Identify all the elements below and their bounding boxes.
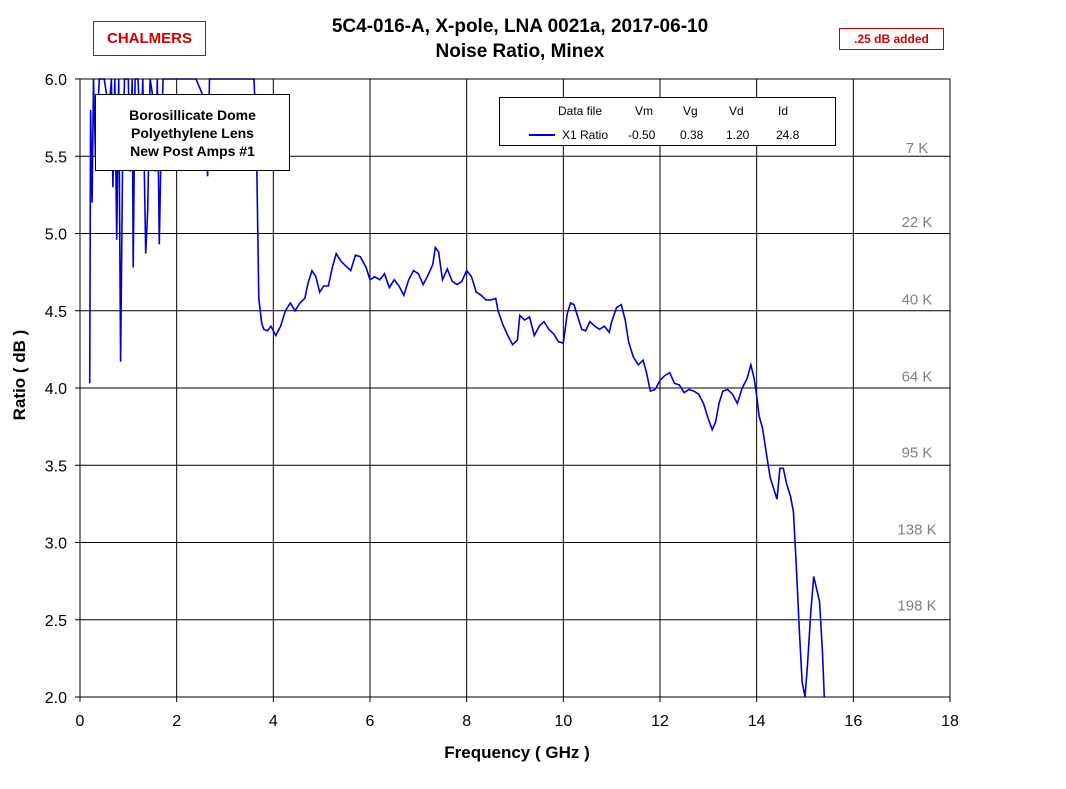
legend-header-vg: Vg	[683, 104, 698, 118]
series-line-x1-ratio	[88, 78, 826, 698]
note-line: Polyethylene Lens	[131, 125, 254, 141]
temperature-labels: 7 K 22 K 40 K 64 K 95 K 138 K 198 K	[897, 140, 936, 614]
note-line: Borosillicate Dome	[129, 107, 256, 123]
legend-id-value: 24.8	[776, 128, 800, 142]
temperature-label: 138 K	[897, 522, 936, 539]
legend-header-vd: Vd	[729, 104, 744, 118]
legend-header-vm: Vm	[635, 104, 653, 118]
y-tick-label: 5.0	[45, 227, 67, 244]
legend-vg-value: 0.38	[680, 128, 704, 142]
x-tick-label: 4	[269, 713, 278, 730]
legend-vd-value: 1.20	[726, 128, 750, 142]
legend-line-swatch	[529, 134, 555, 136]
x-tick-label: 0	[76, 713, 85, 730]
x-tick-label: 6	[366, 713, 375, 730]
legend-header-datafile: Data file	[558, 104, 603, 118]
x-tick-label: 18	[941, 713, 959, 730]
temperature-label: 22 K	[902, 214, 933, 231]
legend-series-name: X1 Ratio	[562, 128, 609, 142]
y-tick-label: 5.5	[45, 149, 67, 166]
x-tick-label: 10	[554, 713, 572, 730]
chart-title: 5C4-016-A, X-pole, LNA 0021a, 2017-06-10	[331, 16, 709, 37]
temperature-label: 64 K	[902, 369, 933, 386]
note-line: New Post Amps #1	[130, 143, 255, 159]
y-tick-label: 3.0	[45, 536, 67, 553]
y-tick-label: 2.5	[45, 613, 67, 630]
y-tick-label: 4.0	[45, 381, 67, 398]
legend-vm-value: -0.50	[628, 128, 656, 142]
y-tick-label: 6.0	[45, 72, 67, 89]
x-axis-ticks: 0 2 4 6 8 10 12 14 16 18	[76, 697, 959, 730]
legend-header-id: Id	[778, 104, 789, 118]
chart-subtitle: Noise Ratio, Minex	[435, 41, 605, 62]
temperature-label: 40 K	[902, 291, 933, 308]
y-tick-label: 4.5	[45, 304, 67, 321]
y-tick-label: 3.5	[45, 458, 67, 475]
x-tick-label: 2	[172, 713, 181, 730]
x-tick-label: 12	[651, 713, 669, 730]
temperature-label: 198 K	[897, 597, 936, 614]
legend-box: Data file Vm Vg Vd Id X1 Ratio -0.50 0.3…	[499, 97, 836, 146]
chalmers-badge: CHALMERS	[93, 21, 206, 56]
y-axis-ticks: 2.0 2.5 3.0 3.5 4.0 4.5 5.0 5.5 6.0	[45, 72, 80, 707]
temperature-label: 95 K	[902, 444, 933, 461]
temperature-label: 7 K	[906, 140, 929, 157]
db-added-badge: .25 dB added	[839, 28, 944, 50]
y-tick-label: 2.0	[45, 690, 67, 707]
x-tick-label: 14	[748, 713, 766, 730]
setup-note-box: Borosillicate Dome Polyethylene Lens New…	[95, 94, 290, 171]
y-axis-label: Ratio ( dB )	[10, 329, 29, 421]
x-axis-label: Frequency ( GHz )	[444, 743, 590, 762]
x-tick-label: 16	[844, 713, 862, 730]
x-tick-label: 8	[462, 713, 471, 730]
